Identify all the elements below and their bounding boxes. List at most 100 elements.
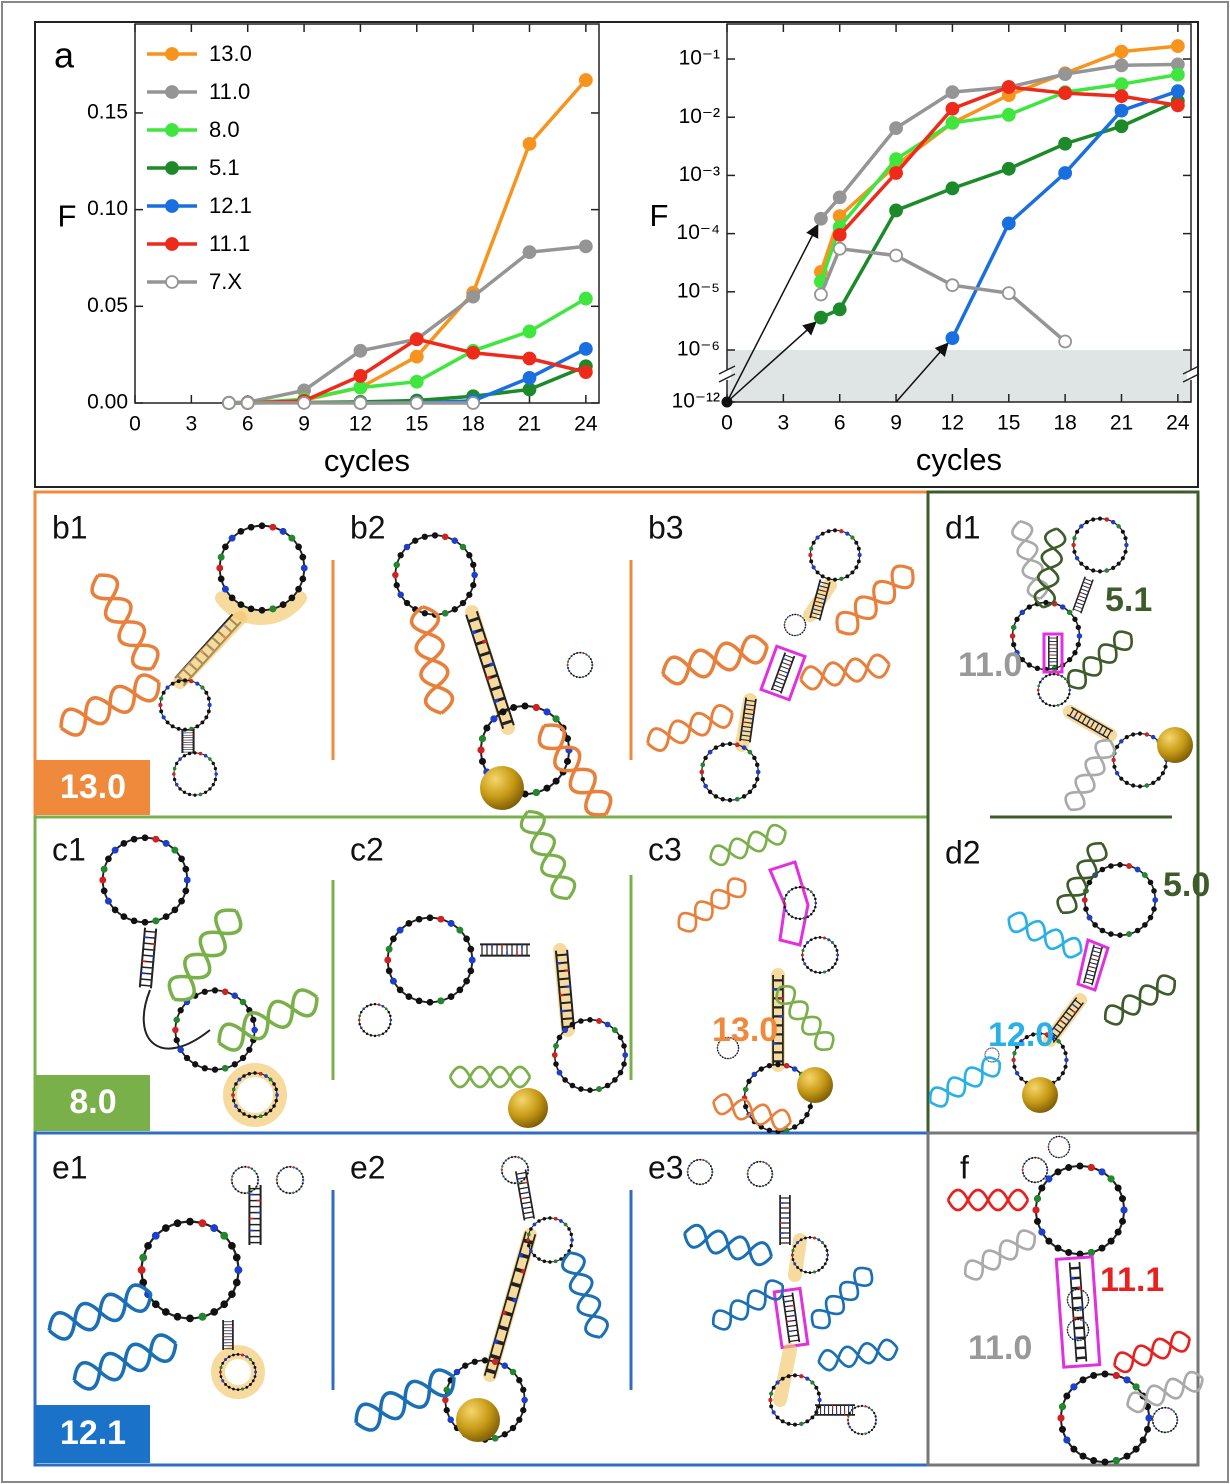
data-point [578,341,593,356]
data-point [1170,39,1185,53]
helix [797,651,893,693]
loop [1074,519,1127,572]
series-line [950,89,1179,339]
x-tick-label: 9 [890,412,902,435]
y-tick-label: 0.15 [87,100,128,123]
structure-e3 [680,1158,901,1436]
data-point [353,380,368,395]
helix [67,1329,183,1395]
helix [515,804,581,906]
data-point [466,345,481,360]
loop [782,885,818,921]
structure-c3 [672,820,840,1132]
series-line [228,244,587,405]
data-point [832,302,847,317]
structure-c2 [357,804,625,1128]
x-tick-label: 12 [349,413,372,436]
data-point [889,203,903,218]
panel-label: e1 [52,1149,88,1185]
y-tick-label: 0.05 [87,294,128,317]
axis-break-gap [723,370,731,380]
x-tick-label: 18 [1053,412,1076,435]
data-point [522,245,537,260]
data-point [222,396,236,410]
legend-label: 11.0 [209,79,250,104]
loop [275,1165,305,1195]
structure-f [946,1135,1208,1462]
data-point [889,166,903,180]
data-point [814,310,828,325]
y-tick-label: 10⁻⁵ [677,279,720,302]
badge-bg [36,1405,150,1463]
helix [211,983,325,1057]
highlight [1063,705,1117,742]
helix [53,668,167,742]
loop [1013,603,1080,670]
helix [1059,733,1121,817]
loop [1151,1406,1179,1434]
highlight-box [767,860,810,947]
gold-particle [508,1088,548,1128]
panel-label: e3 [648,1149,684,1185]
data-point [1058,86,1073,100]
loop [702,744,758,800]
data-point [353,369,368,383]
data-point [578,365,593,379]
loop [1036,1166,1124,1254]
panel-label: d1 [945,509,981,545]
x-tick-label: 6 [242,413,254,436]
helix [1003,907,1087,963]
loop [500,1155,530,1185]
data-point [1058,166,1073,180]
origin-point [721,396,733,408]
x-tick-label: 6 [834,412,846,435]
series-line [819,44,1179,273]
annotation: 5.0 [1163,866,1210,904]
helix [42,1279,158,1345]
structure-e2 [348,1155,613,1442]
arrow [895,342,949,403]
data-point [522,370,537,385]
legend-label: 13.0 [209,41,252,66]
plot-frame [726,23,1192,403]
dividers [331,560,1172,1390]
highlight [215,591,307,626]
badge: 8.0 [69,1083,116,1121]
series-line [820,99,1179,320]
helix [657,631,773,689]
legend-label: 7.X [209,269,242,294]
y-tick-label: 10⁻³ [679,163,720,186]
panel-label: f [960,1149,969,1185]
data-point [1058,67,1073,82]
helix [815,1336,901,1374]
highlight-box [1042,632,1064,674]
data-point [1001,161,1016,176]
panel-label: d2 [945,834,981,870]
x-axis-label: cycles [324,443,410,478]
highlight-box [1076,937,1110,992]
data-point [945,85,960,100]
structure-b3 [642,528,922,800]
loop [555,1020,625,1090]
data-point [353,396,368,410]
panel-d-box [926,490,1200,1135]
helix [705,820,791,870]
data-point [889,152,903,167]
helix [1098,969,1182,1031]
helix [672,872,752,938]
data-point [240,395,255,410]
x-tick-label: 3 [186,413,198,436]
data-point [945,115,960,130]
stem [480,943,530,957]
data-point [578,291,593,306]
data-point [889,248,903,263]
shaded-region [727,350,1191,402]
data-point [1114,89,1129,104]
helix [680,1220,776,1270]
panel-a-box [34,21,1199,488]
data-point [1170,84,1185,99]
annotation: 11.0 [958,646,1022,684]
y-axis-label: F [58,199,77,234]
stem [181,729,195,753]
